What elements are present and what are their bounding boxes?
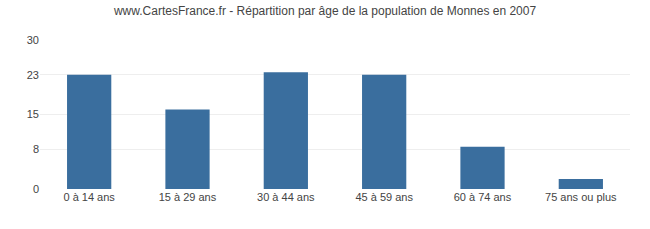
svg-text:30 à 44 ans: 30 à 44 ans [257, 191, 315, 203]
svg-text:8: 8 [33, 143, 39, 155]
svg-text:15 à 29 ans: 15 à 29 ans [159, 191, 217, 203]
svg-text:60 à 74 ans: 60 à 74 ans [454, 191, 512, 203]
svg-text:23: 23 [27, 69, 39, 81]
svg-text:75 ans ou plus: 75 ans ou plus [545, 191, 617, 203]
svg-text:www.CartesFrance.fr - Répartit: www.CartesFrance.fr - Répartition par âg… [113, 4, 537, 18]
svg-text:0: 0 [33, 183, 39, 195]
svg-text:15: 15 [27, 108, 39, 120]
svg-text:0 à 14 ans: 0 à 14 ans [63, 191, 115, 203]
svg-text:45 à 59 ans: 45 à 59 ans [355, 191, 413, 203]
svg-text:30: 30 [27, 34, 39, 46]
